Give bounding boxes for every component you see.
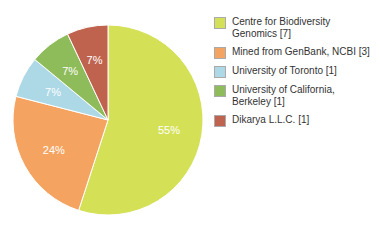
html-text:University of Toronto [1]: University of Toronto [1] — [232, 65, 337, 76]
html-text:Dikarya L.L.C. [1]: Dikarya L.L.C. [1] — [232, 114, 310, 125]
html-text:Centre for Biodiversity: Centre for Biodiversity — [232, 16, 331, 27]
html-text:University of California,: University of California, — [232, 84, 335, 95]
html-text:Berkeley [1]: Berkeley [1] — [232, 96, 285, 107]
html-text:Mined from GenBank, NCBI [3]: Mined from GenBank, NCBI [3] — [232, 46, 370, 57]
svg-text:7%: 7% — [87, 54, 103, 66]
svg-text:7%: 7% — [45, 86, 61, 98]
svg-text:7%: 7% — [62, 65, 78, 77]
html-text:Genomics [7]: Genomics [7] — [232, 28, 291, 39]
svg-text:24%: 24% — [43, 144, 65, 156]
svg-text:55%: 55% — [158, 124, 180, 136]
